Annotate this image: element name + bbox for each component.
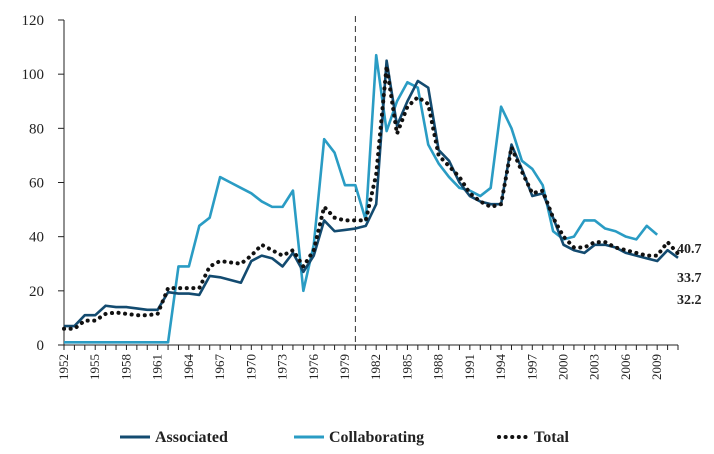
legend-label: Associated (155, 429, 228, 446)
x-tick-label: 1961 (150, 354, 165, 380)
axes (63, 20, 678, 346)
x-tick-label: 1964 (181, 354, 196, 381)
x-tick-label: 1982 (368, 354, 383, 380)
x-tick-label: 2006 (618, 354, 633, 381)
x-tick-label: 2000 (556, 354, 571, 380)
end-value-labels: 40.7 33.7 32.2 (677, 242, 702, 308)
y-tick-label: 60 (29, 176, 44, 192)
x-tick-label: 1979 (337, 354, 352, 380)
legend-label: Collaborating (329, 429, 424, 446)
y-tick-label: 40 (29, 230, 44, 246)
series-line-total (62, 64, 680, 331)
x-tick-label: 1994 (493, 354, 508, 381)
end-label: 40.7 (677, 242, 702, 257)
y-axis-ticks: 0 20 40 60 80 100 120 (22, 13, 64, 354)
x-tick-label: 1958 (118, 354, 133, 380)
y-tick-label: 100 (22, 67, 45, 83)
end-label: 32.2 (677, 293, 702, 308)
y-tick-label: 20 (29, 284, 44, 300)
x-axis-ticks: 1952 1955 1958 1961 1964 1967 1970 1973 1976 1979… (56, 345, 679, 381)
series-line-collaborating (64, 53, 659, 344)
end-label: 33.7 (677, 271, 702, 286)
y-tick-label: 80 (29, 121, 44, 137)
legend-label: Total (534, 429, 570, 446)
series-lines (62, 53, 680, 344)
x-tick-label: 1955 (87, 354, 102, 380)
y-tick-label: 120 (22, 13, 45, 29)
x-tick-label: 1976 (306, 354, 321, 381)
x-tick-label: 1997 (524, 354, 539, 381)
x-tick-label: 2003 (587, 354, 602, 380)
y-tick-label: 0 (37, 338, 45, 354)
x-tick-label: 1952 (56, 354, 71, 380)
x-tick-label: 1970 (243, 354, 258, 380)
x-tick-label: 1991 (462, 354, 477, 380)
x-tick-label: 1988 (431, 354, 446, 380)
x-tick-label: 1985 (399, 354, 414, 380)
x-tick-label: 2009 (649, 354, 664, 380)
x-tick-label: 1973 (275, 354, 290, 380)
legend: Associated Collaborating Total (120, 429, 570, 446)
x-tick-label: 1967 (212, 354, 227, 381)
